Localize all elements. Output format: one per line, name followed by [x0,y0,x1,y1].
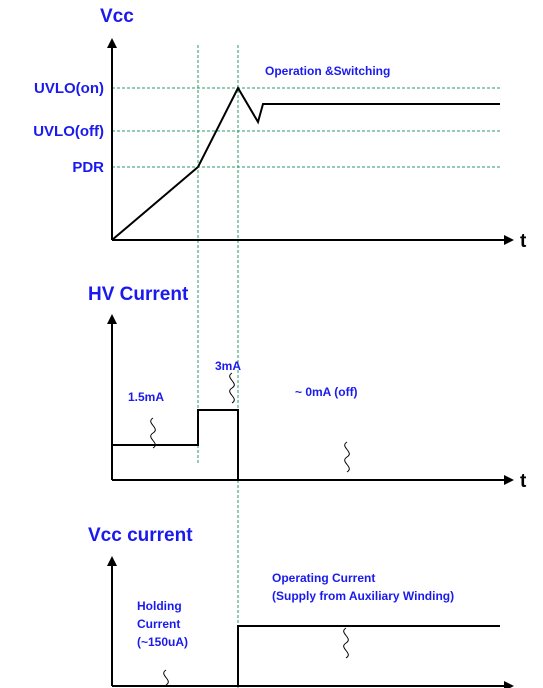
note: Operation &Switching [265,64,390,78]
vcc-current-panel: Vcc current Holding Current (~150uA) Ope… [88,525,514,688]
label: ~ 0mA (off) [295,385,358,399]
vcc-panel: Vcc t UVLO(on) UVLO(off) PDR Operation &… [33,6,527,252]
label: 1.5mA [128,390,164,404]
guides [112,45,500,688]
level: UVLO(on) [34,80,104,97]
axis-label: t [520,471,527,492]
title: Vcc [100,6,134,27]
level: PDR [72,159,104,176]
level: UVLO(off) [33,123,104,140]
hv-panel: HV Current t 1.5mA 3mA ~ 0mA (off) [88,284,527,492]
title: HV Current [88,284,189,305]
axis-label: t [520,231,527,252]
label: Operating Current [272,571,375,585]
label: (~150uA) [137,635,188,649]
label: 3mA [215,359,241,373]
title: Vcc current [88,525,193,546]
label: Current [137,617,180,631]
label: Holding [137,599,182,613]
label: (Supply from Auxiliary Winding) [272,589,454,603]
